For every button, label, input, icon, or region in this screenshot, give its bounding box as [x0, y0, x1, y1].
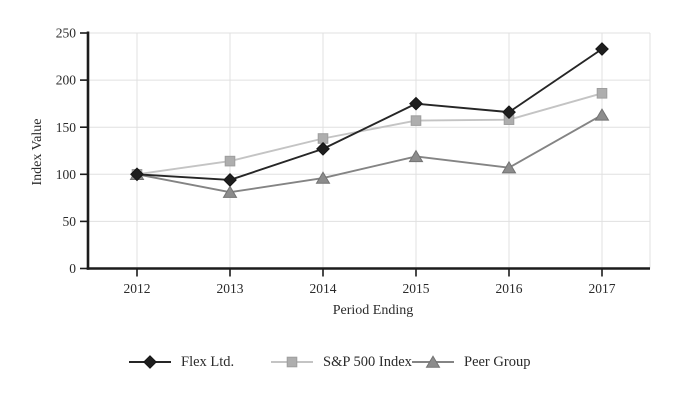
marker-peer-group-2013: [222, 185, 238, 198]
marker-flex-ltd-2013: [223, 173, 237, 187]
legend-marker-shape-s-p-500-index: [286, 356, 298, 368]
marker-flex-ltd-2012: [130, 167, 144, 182]
x-tick-label-2012: 2012: [124, 281, 151, 296]
x-tick-label-2017: 2017: [589, 281, 616, 296]
gridlines: [88, 32, 651, 269]
x-tick-label-2013: 2013: [217, 281, 244, 296]
marker-peer-group-2017: [594, 108, 610, 121]
y-tick-label-0: 0: [69, 261, 76, 276]
legend-item-sp-500-index: S&P 500 Index: [270, 352, 412, 372]
legend-marker-shape-flex-ltd: [143, 355, 157, 369]
legend-label-peer-group: Peer Group: [464, 353, 531, 370]
sp-500-square-legend-icon: [271, 356, 313, 368]
y-axis-title: Index Value: [30, 118, 45, 186]
peer-group-triangle-legend-icon: [412, 355, 454, 368]
x-axis-title: Period Ending: [332, 303, 414, 318]
legend-item-flex-ltd: Flex Ltd.: [128, 352, 234, 372]
y-tick-label-250: 250: [56, 26, 77, 41]
chart-legend: Flex Ltd. S&P 500 Index Peer Group: [0, 352, 682, 372]
flex-ltd-diamond-legend-icon: [129, 355, 171, 369]
legend-item-peer-group: Peer Group: [411, 352, 530, 372]
marker-peer-group-2014: [315, 171, 331, 184]
series-s-p-500-index: [131, 87, 608, 180]
marker-flex-ltd-2015: [409, 96, 423, 111]
series-peer-group: [129, 108, 610, 198]
series-line-flex-ltd: [136, 48, 603, 181]
marker-flex-ltd-2016: [502, 105, 516, 120]
x-tick-label-2015: 2015: [403, 281, 430, 296]
marker-s-p-500-index-2014: [317, 133, 329, 144]
tick-marks: 0 50 100 150 200 250 2012 2013 2014 2015 2016 2017: [56, 26, 616, 296]
marker-s-p-500-index-2013: [224, 155, 236, 167]
marker-peer-group-2016: [501, 160, 517, 174]
marker-flex-ltd-2017: [595, 42, 609, 56]
series-line-peer-group: [136, 114, 603, 194]
legend-marker-shape-peer-group: [425, 355, 441, 368]
legend-label-flex-ltd: Flex Ltd.: [181, 353, 235, 370]
series-line-s-p-500-index: [136, 92, 603, 176]
axes: [86, 31, 650, 270]
series-flex-ltd: [130, 42, 609, 187]
marker-s-p-500-index-2017: [596, 87, 608, 99]
marker-s-p-500-index-2015: [410, 115, 422, 126]
y-tick-label-150: 150: [56, 120, 77, 135]
x-tick-label-2014: 2014: [310, 281, 337, 296]
marker-flex-ltd-2014: [316, 141, 330, 156]
y-tick-label-50: 50: [63, 214, 77, 229]
marker-peer-group-2015: [408, 149, 424, 163]
y-tick-label-200: 200: [56, 73, 77, 88]
legend-label-sp-500-index: S&P 500 Index: [323, 353, 412, 370]
y-tick-label-100: 100: [56, 167, 77, 182]
x-tick-label-2016: 2016: [496, 281, 523, 296]
